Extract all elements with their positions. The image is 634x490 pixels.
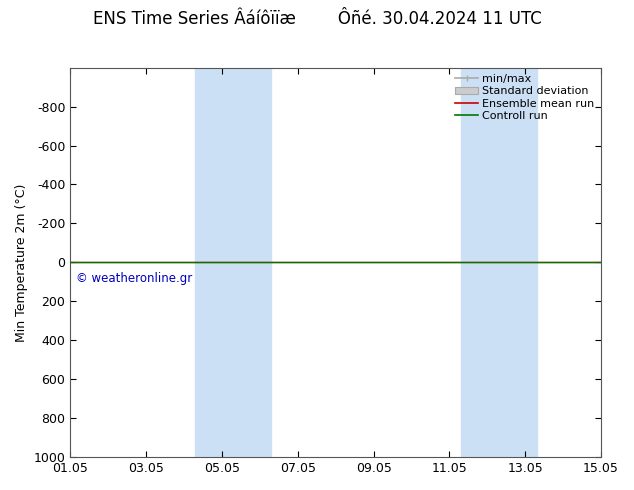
Text: ENS Time Series Âáíôïïæ        Ôñé. 30.04.2024 11 UTC: ENS Time Series Âáíôïïæ Ôñé. 30.04.2024 … [93, 10, 541, 28]
Legend: min/max, Standard deviation, Ensemble mean run, Controll run: min/max, Standard deviation, Ensemble me… [451, 70, 599, 125]
Y-axis label: Min Temperature 2m (°C): Min Temperature 2m (°C) [15, 183, 28, 342]
Text: © weatheronline.gr: © weatheronline.gr [75, 272, 192, 285]
Bar [461, 68, 536, 457]
Bar [195, 68, 271, 457]
